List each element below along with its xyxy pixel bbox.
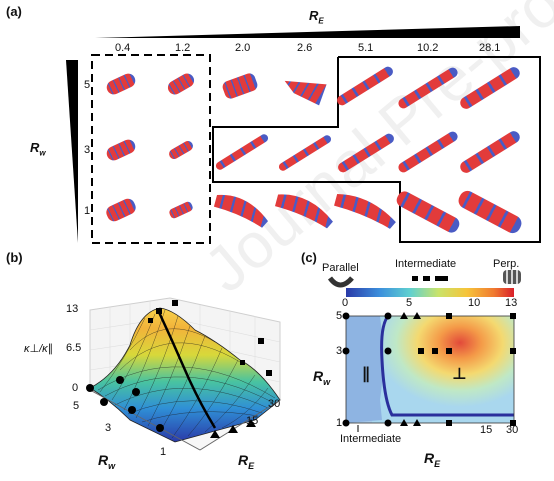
re-tick-5: 10.2 [417, 42, 439, 54]
panel-c-label: (c) [301, 250, 317, 265]
re-tick-3: 2.6 [297, 42, 313, 54]
z-tick-6-5: 6.5 [66, 342, 82, 354]
panel-c-heatmap [327, 270, 521, 432]
rw-wedge [66, 60, 78, 243]
b-re-axis-title: RE [238, 452, 255, 471]
colorbar [346, 288, 514, 297]
rw-tick-3: 3 [84, 144, 91, 156]
re-tick-0: 0.4 [115, 42, 131, 54]
rw-tick-5: 5 [84, 79, 91, 91]
panel-b-surface-plot [86, 297, 282, 451]
parallel-region-symbol: ∥ [362, 366, 370, 383]
c-re-axis-title: RE [424, 450, 441, 469]
row-rw3 [106, 131, 520, 173]
b-re-tick-15: 15 [246, 415, 259, 427]
b-rw-axis-title: Rw [98, 452, 116, 471]
re-wedge [95, 26, 520, 38]
legend-intermediate: Intermediate [395, 258, 457, 270]
cbar-tick-13: 13 [505, 297, 518, 309]
row-rw1 [106, 190, 522, 234]
row-rw5 [106, 66, 520, 109]
c-rw-axis-title: Rw [313, 368, 331, 387]
cbar-tick-5: 5 [406, 297, 413, 309]
cbar-tick-0: 0 [342, 297, 349, 309]
re-tick-4: 5.1 [358, 42, 374, 54]
perp-region-symbol: ⊥ [452, 366, 467, 383]
panel-a-label: (a) [6, 4, 22, 19]
cbar-tick-10: 10 [468, 297, 481, 309]
z-tick-13: 13 [66, 303, 79, 315]
dashed-region [91, 54, 211, 244]
b-rw-tick-3: 3 [105, 422, 112, 434]
c-x-tick-30: 30 [506, 424, 519, 436]
z-axis-label: κ⊥/κ∥ [24, 343, 54, 355]
c-y-tick-1: 1 [336, 417, 343, 429]
c-x-tick-15: 15 [480, 424, 493, 436]
b-rw-tick-5: 5 [73, 400, 80, 412]
re-tick-6: 28.1 [479, 42, 501, 54]
rw-axis-title: Rw [30, 140, 46, 158]
legend-perp: Perp. [493, 258, 520, 270]
re-tick-2: 2.0 [235, 42, 251, 54]
rw-tick-1: 1 [84, 205, 91, 217]
z-tick-0: 0 [72, 382, 79, 394]
intermediate-callout: Intermediate [340, 433, 402, 445]
c-y-tick-3: 3 [336, 345, 343, 357]
c-y-tick-5: 5 [336, 310, 343, 322]
b-re-tick-30: 30 [268, 398, 281, 410]
re-axis-title: RE [309, 8, 324, 26]
b-rw-tick-1: 1 [160, 446, 167, 458]
solid-region [212, 56, 541, 243]
re-tick-1: 1.2 [175, 42, 191, 54]
legend-parallel: Parallel [322, 262, 359, 274]
panel-b-label: (b) [6, 250, 23, 265]
panel-a-figure [66, 26, 541, 244]
